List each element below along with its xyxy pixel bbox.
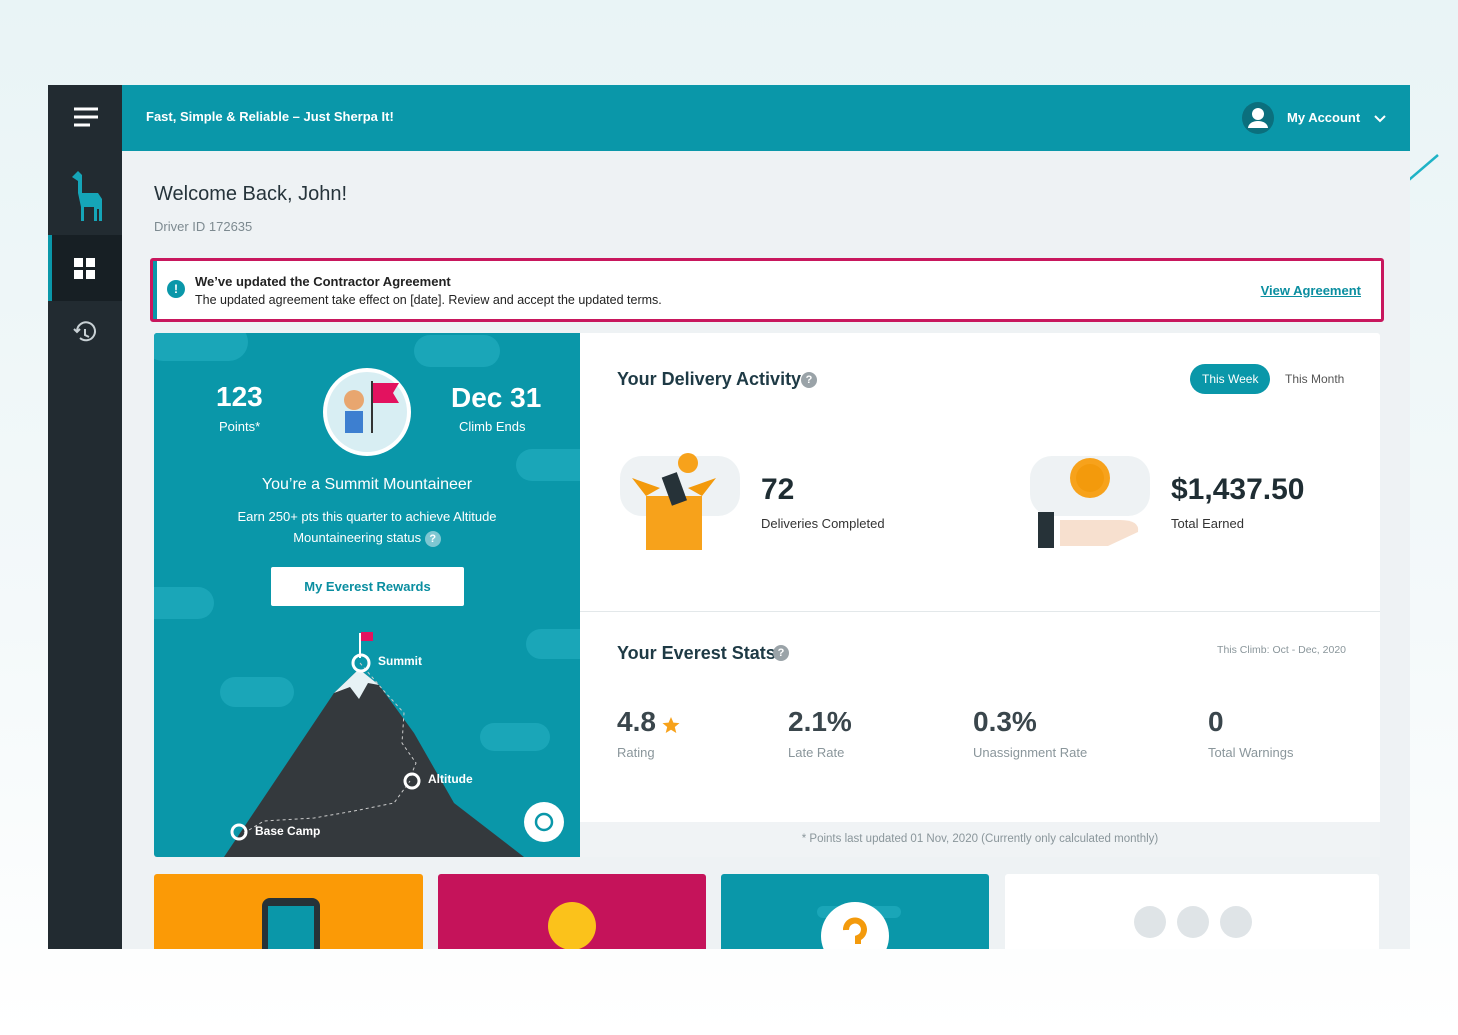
history-icon[interactable] xyxy=(73,321,96,342)
activity-card: Your Delivery Activity ? This Week This … xyxy=(580,333,1380,857)
logo-llama[interactable] xyxy=(72,171,102,221)
trail-lower xyxy=(243,780,411,834)
late-rate-value: 2.1% xyxy=(788,706,852,737)
support-button[interactable] xyxy=(524,802,564,842)
status-help-icon[interactable]: ? xyxy=(424,531,441,547)
box-illustration xyxy=(620,453,740,550)
summit-marker xyxy=(351,653,371,673)
warnings-label[interactable]: Total Warnings xyxy=(1208,745,1294,760)
avatar-body xyxy=(345,411,363,433)
footnote: * Points last updated 01 Nov, 2020 (Curr… xyxy=(580,822,1380,857)
status-message-text: Earn 250+ pts this quarter to achieve Al… xyxy=(237,509,497,545)
rank-card: 123 Points* Dec 31 Climb Ends You’re a S… xyxy=(154,333,580,857)
tile-orange[interactable] xyxy=(154,874,423,949)
welcome-title: Welcome Back, John! xyxy=(154,183,348,205)
notice-banner: ! We’ve updated the Contractor Agreement… xyxy=(150,258,1384,322)
tile-teal-art xyxy=(817,902,901,949)
menu-icon[interactable] xyxy=(74,107,98,127)
account-menu[interactable]: My Account xyxy=(1287,110,1361,125)
status-title: You’re a Summit Mountaineer xyxy=(261,476,473,493)
summit-flag xyxy=(361,632,373,641)
climb-date: Dec 31 xyxy=(451,382,542,413)
altitude-marker xyxy=(403,772,421,790)
trail-upper xyxy=(359,662,417,779)
everest-help-icon[interactable]: ? xyxy=(773,645,789,661)
avatar-icon[interactable] xyxy=(1242,102,1274,134)
driver-id: Driver ID 172635 xyxy=(154,219,253,234)
nav-active-bar xyxy=(48,235,52,301)
rank-illustration xyxy=(154,333,580,857)
everest-title: Your Everest Stats xyxy=(617,643,776,663)
status-message: Earn 250+ pts this quarter to achieve Al… xyxy=(222,506,512,548)
app-frame: Fast, Simple & Reliable – Just Sherpa It… xyxy=(48,85,1410,949)
support-icon[interactable] xyxy=(534,812,554,832)
delivery-title: Your Delivery Activity xyxy=(617,369,802,389)
nav-active-bg xyxy=(48,235,122,301)
avatar-face xyxy=(344,390,364,410)
warnings-value: 0 xyxy=(1208,706,1224,737)
rating-value: 4.8 xyxy=(617,706,656,737)
rewards-button[interactable]: My Everest Rewards xyxy=(271,567,464,606)
top-bar: Fast, Simple & Reliable – Just Sherpa It… xyxy=(122,85,1410,151)
avatar-flag xyxy=(373,383,399,403)
unassignment-value: 0.3% xyxy=(973,706,1037,737)
level-summit: Summit xyxy=(378,654,423,668)
clouds xyxy=(154,333,580,751)
tile-feedback-art xyxy=(1134,906,1252,938)
tab-this-month[interactable]: This Month xyxy=(1285,372,1345,386)
sidebar-icons xyxy=(48,107,122,342)
climb-period: This Climb: Oct - Dec, 2020 xyxy=(1217,644,1346,656)
sidebar xyxy=(48,85,122,949)
earned-value: $1,437.50 xyxy=(1171,473,1305,506)
points-value: 123 xyxy=(216,381,263,412)
tagline: Fast, Simple & Reliable – Just Sherpa It… xyxy=(146,109,394,124)
view-agreement-link[interactable]: View Agreement xyxy=(1260,283,1361,298)
divider xyxy=(580,611,1380,612)
coin-illustration xyxy=(1030,456,1150,548)
level-altitude: Altitude xyxy=(428,772,473,786)
tile-orange-art xyxy=(262,898,320,949)
chevron-down[interactable] xyxy=(1374,114,1386,124)
level-base-camp: Base Camp xyxy=(255,824,321,838)
mountain-snow xyxy=(334,669,379,699)
notice-icon: ! xyxy=(167,280,185,298)
deliveries-label: Deliveries Completed xyxy=(761,516,885,531)
tile-crimson[interactable] xyxy=(438,874,706,949)
earned-label: Total Earned xyxy=(1171,516,1244,531)
rating-label: Rating xyxy=(617,745,655,760)
tile-feedback[interactable] xyxy=(1005,874,1379,949)
late-rate-label: Late Rate xyxy=(788,745,845,760)
rating-star xyxy=(662,717,680,733)
basecamp-marker xyxy=(230,823,248,841)
delivery-help-icon[interactable]: ? xyxy=(801,372,817,388)
notice-body: The updated agreement take effect on [da… xyxy=(195,293,662,307)
tile-crimson-art xyxy=(548,902,596,949)
tab-this-week[interactable]: This Week xyxy=(1190,364,1271,394)
climb-date-label: Climb Ends xyxy=(459,419,526,434)
tile-teal[interactable] xyxy=(721,874,989,949)
unassignment-label: Unassignment Rate xyxy=(973,745,1088,760)
deliveries-value: 72 xyxy=(761,473,795,506)
dashboard-icon[interactable] xyxy=(74,258,95,279)
notice-accent xyxy=(153,261,157,319)
notice-title: We’ve updated the Contractor Agreement xyxy=(195,274,451,289)
mountain xyxy=(224,669,524,857)
points-label: Points* xyxy=(219,419,261,434)
